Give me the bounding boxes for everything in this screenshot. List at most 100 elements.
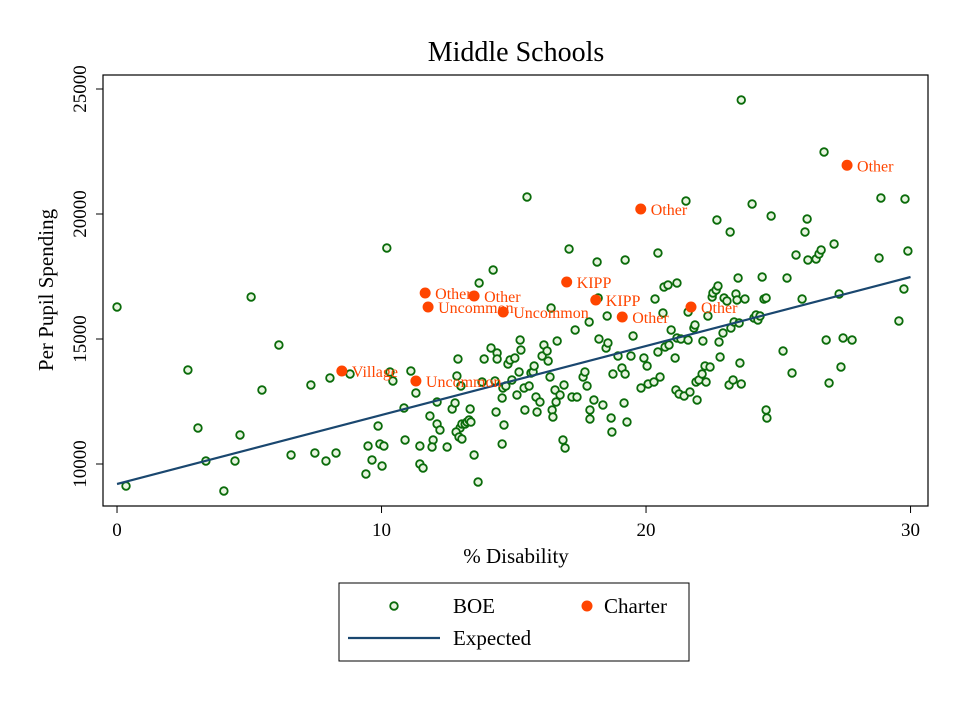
boe-point [558, 435, 568, 445]
boe-point [560, 443, 570, 453]
boe-point [516, 345, 526, 355]
boe-point [306, 380, 316, 390]
x-tick-label: 20 [637, 520, 656, 541]
boe-point [427, 442, 437, 452]
boe-point [803, 255, 813, 265]
boe-point [457, 434, 467, 444]
boe-point [736, 379, 746, 389]
legend-expected-label: Expected [453, 626, 532, 650]
boe-point [900, 194, 910, 204]
boe-point [183, 365, 193, 375]
x-tick-label: 30 [901, 520, 920, 541]
boe-point [497, 439, 507, 449]
boe-point [747, 199, 757, 209]
boe-point [636, 383, 646, 393]
boe-point [685, 387, 695, 397]
boe-point [757, 272, 767, 282]
boe-point [718, 328, 728, 338]
boe-point [257, 385, 267, 395]
boe-point [894, 316, 904, 326]
boe-point [456, 381, 466, 391]
boe-point [722, 296, 732, 306]
charter-point [419, 287, 431, 299]
boe-point [622, 417, 632, 427]
charter-point [685, 301, 697, 313]
expected-line [116, 275, 911, 486]
boe-point [321, 456, 331, 466]
boe-point [361, 469, 371, 479]
boe-point [628, 331, 638, 341]
boe-point [388, 376, 398, 386]
boe-point [235, 430, 245, 440]
boe-point [606, 413, 616, 423]
boe-point [761, 293, 771, 303]
boe-point [522, 192, 532, 202]
boe-point [373, 421, 383, 431]
boe-point [620, 369, 630, 379]
boe-point [465, 404, 475, 414]
boe-point [598, 400, 608, 410]
charter-label: Other [651, 202, 688, 219]
charter-label: KIPP [606, 293, 641, 310]
boe-point [582, 381, 592, 391]
boe-point [112, 302, 122, 312]
boe-point [477, 377, 487, 387]
y-tick-label: 10000 [70, 440, 91, 488]
boe-point [619, 398, 629, 408]
boe-point [712, 215, 722, 225]
boe-point [791, 250, 801, 260]
boe-point [713, 281, 723, 291]
legend-boe-label: BOE [453, 594, 495, 618]
boe-point [570, 325, 580, 335]
boe-point [545, 372, 555, 382]
boe-point [639, 353, 649, 363]
boe-point [546, 303, 556, 313]
charter-point [616, 311, 628, 323]
boe-point [670, 353, 680, 363]
boe-point [435, 425, 445, 435]
boe-point [535, 397, 545, 407]
legend-box [338, 582, 690, 662]
boe-point [594, 334, 604, 344]
boe-point [899, 284, 909, 294]
boe-points [112, 95, 913, 496]
boe-point [474, 278, 484, 288]
boe-point [589, 395, 599, 405]
charter-label: Uncommon [513, 305, 589, 322]
boe-point [532, 407, 542, 417]
boe-point [736, 95, 746, 105]
boe-point [382, 243, 392, 253]
boe-point [728, 375, 738, 385]
boe-point [230, 456, 240, 466]
legend-charter-marker [581, 600, 593, 612]
boe-point [829, 239, 839, 249]
legend-boe-marker [389, 601, 399, 611]
boe-point [499, 420, 509, 430]
y-tick-label: 15000 [70, 315, 91, 363]
charter-point [336, 365, 348, 377]
boe-point [572, 392, 582, 402]
boe-point [672, 278, 682, 288]
boe-point [655, 372, 665, 382]
boe-point [802, 214, 812, 224]
boe-point [766, 211, 776, 221]
boe-point [452, 371, 462, 381]
boe-point [492, 354, 502, 364]
charter-point [561, 276, 573, 288]
boe-point [219, 486, 229, 496]
boe-point [486, 343, 496, 353]
boe-point [714, 337, 724, 347]
boe-point [497, 393, 507, 403]
charter-label: Other [435, 286, 472, 303]
boe-point [874, 253, 884, 263]
boe-point [418, 463, 428, 473]
boe-point [367, 455, 377, 465]
boe-point [515, 335, 525, 345]
boe-point [584, 317, 594, 327]
y-axis-label: Per Pupil Spending [34, 208, 58, 371]
boe-point [782, 273, 792, 283]
boe-point [824, 378, 834, 388]
boe-point [698, 336, 708, 346]
charter-point [590, 294, 602, 306]
boe-point [491, 407, 501, 417]
